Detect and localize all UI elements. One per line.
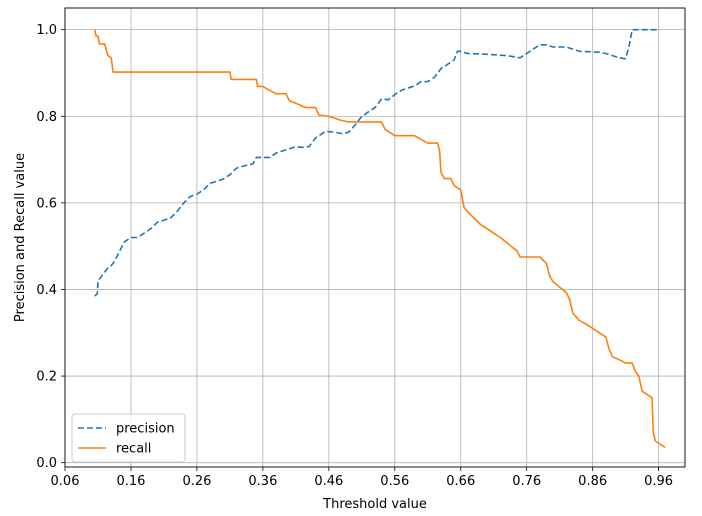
series-line-precision <box>94 28 659 297</box>
grid <box>64 8 685 467</box>
legend-box <box>71 413 186 463</box>
x-tick-label: 0.96 <box>644 474 673 489</box>
x-tick-label: 0.36 <box>248 474 277 489</box>
x-tick-label: 0.06 <box>51 474 80 489</box>
x-tick-label: 0.46 <box>314 474 343 489</box>
legend-label-recall: recall <box>116 442 151 457</box>
x-tick-label: 0.86 <box>578 474 607 489</box>
series-line-recall <box>93 29 666 449</box>
y-tick-label: 0.4 <box>36 283 57 298</box>
y-tick-label: 0.2 <box>36 370 57 385</box>
x-tick-label: 0.16 <box>116 474 145 489</box>
y-tick-label: 0.8 <box>36 110 57 125</box>
plot-frame <box>64 7 686 468</box>
x-tick-label: 0.66 <box>446 474 475 489</box>
x-tick-label: 0.76 <box>512 474 541 489</box>
x-tick-label: 0.26 <box>182 474 211 489</box>
series-layer <box>93 28 666 449</box>
y-axis-label: Precision and Recall value <box>13 153 28 322</box>
legend: precision recall <box>71 413 186 463</box>
ticks: 0.06 0.16 0.26 0.36 0.46 0.56 0.66 0.76 0.86 0.96… <box>36 23 673 489</box>
y-tick-label: 0.6 <box>36 196 57 211</box>
x-tick-label: 0.56 <box>380 474 409 489</box>
legend-label-precision: precision <box>116 422 175 437</box>
y-tick-label: 0.0 <box>36 456 57 471</box>
y-tick-label: 1.0 <box>36 23 57 38</box>
x-axis-label: Threshold value <box>322 497 427 512</box>
